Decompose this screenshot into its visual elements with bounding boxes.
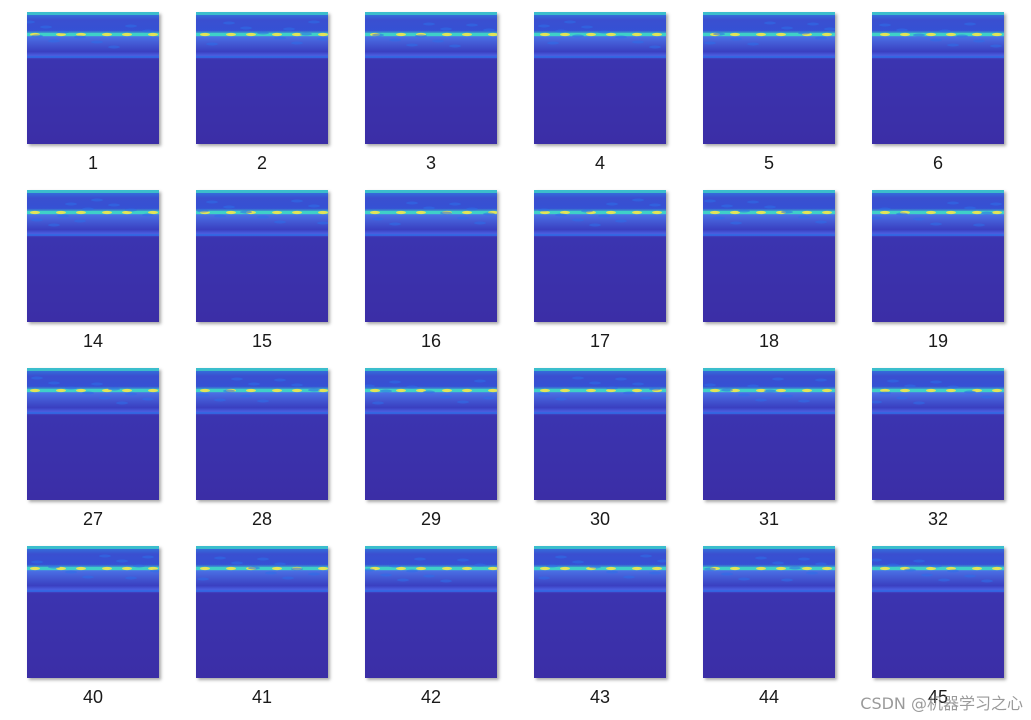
thumbnail-label: 29 xyxy=(420,509,442,529)
spectrogram-image-icon xyxy=(703,368,835,500)
thumbnail-label: 44 xyxy=(758,687,780,707)
thumbnail-label: 16 xyxy=(420,331,442,351)
thumbnail-item[interactable]: 32 xyxy=(855,368,1005,540)
thumbnail-item[interactable]: 45 xyxy=(855,546,1005,718)
thumbnail-label: 15 xyxy=(251,331,273,351)
spectrogram-image-icon xyxy=(703,12,835,144)
spectrogram-image-icon xyxy=(196,546,328,678)
thumbnail-label: 2 xyxy=(256,153,267,173)
thumbnail-label: 30 xyxy=(589,509,611,529)
thumbnail-label: 18 xyxy=(758,331,780,351)
spectrogram-image-icon xyxy=(534,190,666,322)
spectrogram-image-icon xyxy=(365,12,497,144)
thumbnail-label: 42 xyxy=(420,687,442,707)
spectrogram-image-icon xyxy=(365,546,497,678)
spectrogram-image-icon xyxy=(534,12,666,144)
thumbnail-item[interactable]: 6 xyxy=(855,12,1005,184)
spectrogram-image-icon xyxy=(365,190,497,322)
spectrogram-image-icon xyxy=(872,546,1004,678)
spectrogram-image-icon xyxy=(872,190,1004,322)
spectrogram-image-icon xyxy=(196,190,328,322)
spectrogram-image-icon xyxy=(872,12,1004,144)
thumbnail-item[interactable]: 31 xyxy=(686,368,836,540)
thumbnail-item[interactable]: 27 xyxy=(10,368,160,540)
spectrogram-image-icon xyxy=(196,368,328,500)
thumbnail-item[interactable]: 44 xyxy=(686,546,836,718)
thumbnail-item[interactable]: 19 xyxy=(855,190,1005,362)
thumbnail-label: 4 xyxy=(594,153,605,173)
thumbnail-label: 31 xyxy=(758,509,780,529)
thumbnail-label: 32 xyxy=(927,509,949,529)
thumbnail-label: 3 xyxy=(425,153,436,173)
thumbnail-item[interactable]: 30 xyxy=(517,368,667,540)
thumbnail-item[interactable]: 41 xyxy=(179,546,329,718)
thumbnail-label: 40 xyxy=(82,687,104,707)
spectrogram-image-icon xyxy=(27,546,159,678)
thumbnail-label: 41 xyxy=(251,687,273,707)
thumbnail-item[interactable]: 42 xyxy=(348,546,498,718)
thumbnail-label: 5 xyxy=(763,153,774,173)
thumbnail-item[interactable]: 3 xyxy=(348,12,498,184)
spectrogram-image-icon xyxy=(703,546,835,678)
spectrogram-image-icon xyxy=(872,368,1004,500)
thumbnail-label: 45 xyxy=(927,687,949,707)
thumbnail-item[interactable]: 2 xyxy=(179,12,329,184)
thumbnail-item[interactable]: 28 xyxy=(179,368,329,540)
spectrogram-image-icon xyxy=(27,190,159,322)
thumbnail-item[interactable]: 40 xyxy=(10,546,160,718)
thumbnail-item[interactable]: 1 xyxy=(10,12,160,184)
watermark: CSDN @机器学习之心 xyxy=(860,694,1023,713)
thumbnail-label: 43 xyxy=(589,687,611,707)
thumbnail-label: 6 xyxy=(932,153,943,173)
thumbnail-item[interactable]: 15 xyxy=(179,190,329,362)
spectrogram-image-icon xyxy=(703,190,835,322)
thumbnail-item[interactable]: 16 xyxy=(348,190,498,362)
spectrogram-image-icon xyxy=(196,12,328,144)
thumbnail-label: 1 xyxy=(87,153,98,173)
thumbnail-item[interactable]: 4 xyxy=(517,12,667,184)
thumbnail-label: 19 xyxy=(927,331,949,351)
thumbnail-label: 14 xyxy=(82,331,104,351)
spectrogram-image-icon xyxy=(534,368,666,500)
spectrogram-image-icon xyxy=(534,546,666,678)
thumbnail-item[interactable]: 17 xyxy=(517,190,667,362)
spectrogram-image-icon xyxy=(27,12,159,144)
thumbnail-item[interactable]: 43 xyxy=(517,546,667,718)
thumbnail-item[interactable]: 29 xyxy=(348,368,498,540)
thumbnail-item[interactable]: 5 xyxy=(686,12,836,184)
thumbnail-label: 27 xyxy=(82,509,104,529)
spectrogram-image-icon xyxy=(27,368,159,500)
thumbnail-label: 28 xyxy=(251,509,273,529)
thumbnail-label: 17 xyxy=(589,331,611,351)
spectrogram-image-icon xyxy=(365,368,497,500)
thumbnail-item[interactable]: 14 xyxy=(10,190,160,362)
thumbnail-item[interactable]: 18 xyxy=(686,190,836,362)
